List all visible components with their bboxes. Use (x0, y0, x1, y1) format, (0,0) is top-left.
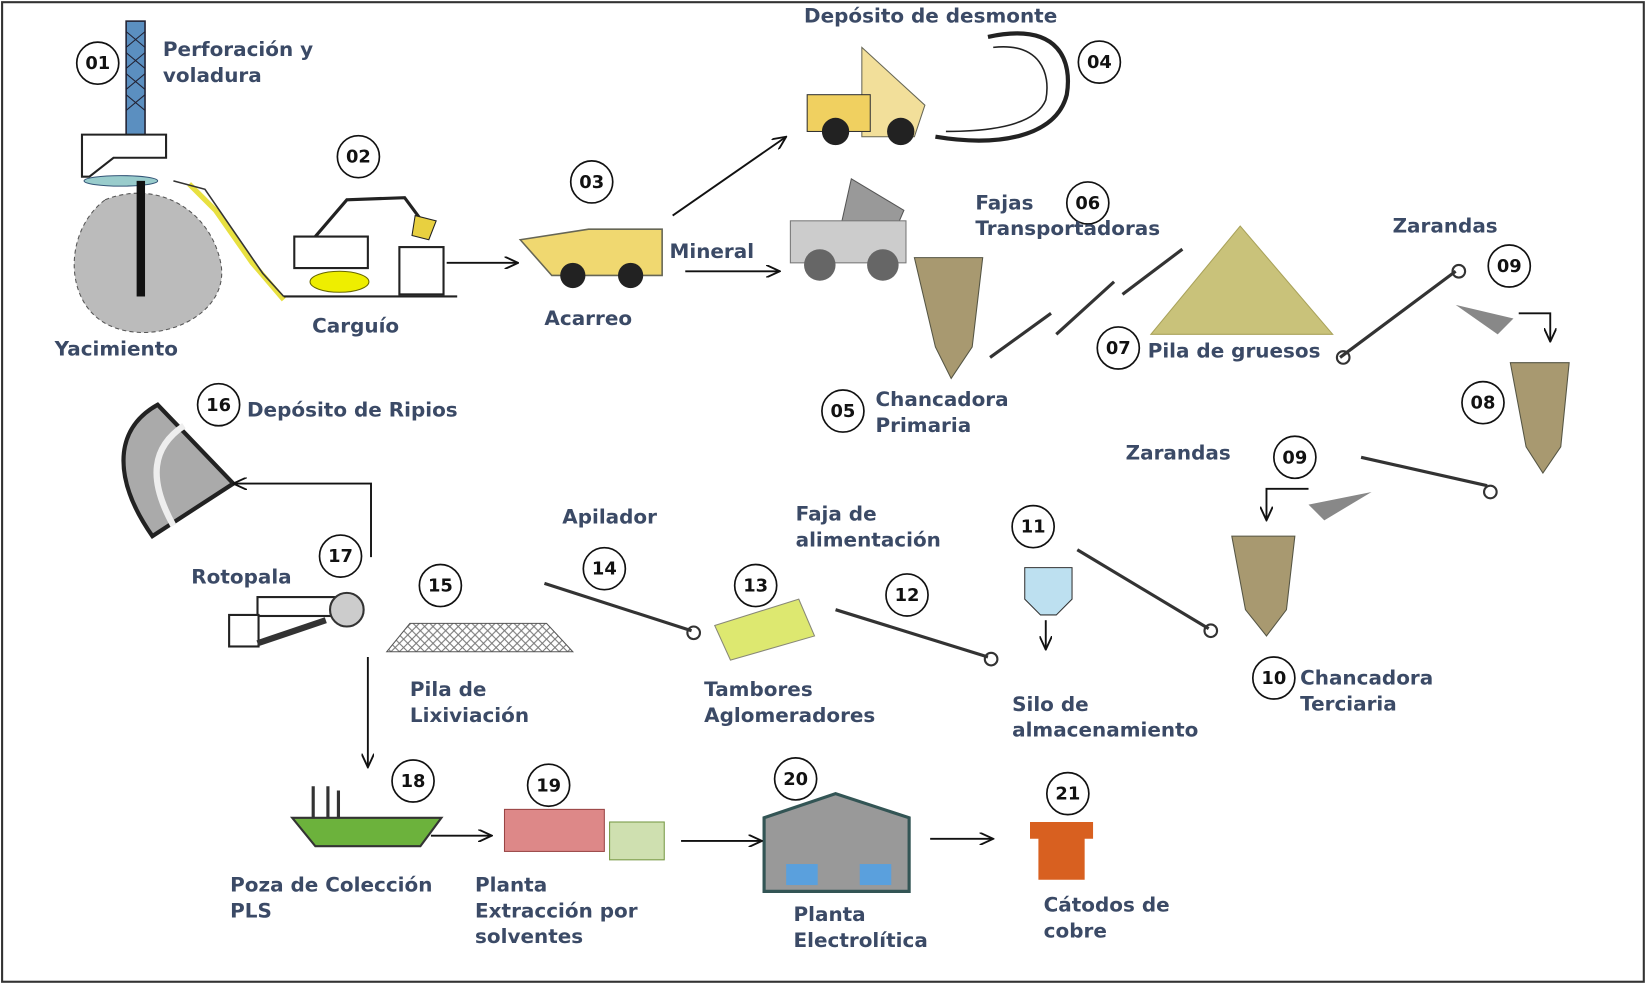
node-label: voladura (163, 63, 262, 87)
node-number: 05 (830, 401, 855, 422)
node-label: Lixiviación (410, 703, 529, 727)
node-circle (885, 573, 929, 617)
node-label: Extracción por (475, 898, 638, 922)
node-label: Perforación y (163, 37, 313, 61)
node-circle (1045, 771, 1090, 816)
node-number: 11 (1021, 517, 1046, 538)
node-label: Pila de gruesos (1148, 339, 1321, 363)
node-circle (526, 763, 571, 808)
node-circle (1461, 380, 1505, 425)
node-label: Chancadora (876, 387, 1009, 411)
node-label: Rotopala (191, 565, 291, 589)
node-label: Depósito de desmonte (804, 3, 1057, 27)
node-label: Pila de (410, 677, 487, 701)
node-number: 09 (1282, 447, 1307, 468)
node-label: Fajas (975, 190, 1033, 214)
node-label: solventes (475, 924, 583, 948)
node-number: 06 (1075, 193, 1100, 214)
node-label: Planta (794, 902, 866, 926)
node-circle (733, 563, 778, 608)
node-label: Depósito de Ripios (247, 398, 458, 422)
node-number: 03 (579, 172, 604, 193)
node-label: Planta (475, 873, 547, 897)
node-label: Electrolítica (794, 928, 928, 952)
node-label: Zarandas (1126, 441, 1231, 465)
label: Yacimiento (54, 337, 178, 361)
node-number: 17 (328, 546, 353, 567)
node-label: Poza de Colección (230, 873, 432, 897)
node-number: 08 (1471, 393, 1496, 414)
node-circle (773, 757, 818, 801)
node-label: Tambores (704, 677, 813, 701)
node-label: Acarreo (544, 306, 632, 330)
node-label: Carguío (312, 313, 399, 337)
node-circle (1487, 244, 1532, 288)
node-circle (1272, 435, 1317, 480)
node-number: 20 (783, 769, 808, 790)
node-number: 19 (536, 775, 561, 796)
node-circle (1096, 326, 1141, 370)
node-circle (418, 563, 463, 608)
node-circle (1077, 40, 1122, 84)
node-number: 18 (401, 771, 426, 792)
node-number: 12 (895, 585, 920, 606)
node-number: 02 (346, 147, 371, 168)
node-circle (569, 160, 614, 204)
node-circle (821, 389, 865, 433)
node-label: Apilador (562, 505, 657, 529)
label: Mineral (670, 239, 755, 263)
node-circle (318, 534, 363, 578)
node-number: 01 (85, 53, 110, 74)
node-circle (391, 759, 435, 803)
node-label: Zarandas (1393, 214, 1498, 238)
node-number: 21 (1055, 784, 1080, 805)
node-circle (1011, 504, 1056, 549)
illustrations (73, 20, 1570, 893)
node-circle (75, 41, 120, 86)
node-circle (582, 546, 627, 591)
node-circle (196, 382, 241, 427)
node-number: 04 (1087, 52, 1112, 73)
node-circle (336, 134, 381, 179)
node-label: Terciaria (1300, 691, 1397, 715)
node-number: 16 (206, 395, 231, 416)
node-label: alimentación (796, 527, 941, 551)
node-number: 07 (1106, 338, 1131, 359)
node-label: Primaria (876, 413, 972, 437)
node-label: PLS (230, 898, 272, 922)
node-label: cobre (1044, 918, 1107, 942)
node-number: 13 (743, 576, 768, 597)
node-label: Cátodos de (1044, 893, 1170, 917)
node-label: Chancadora (1300, 666, 1433, 690)
node-number: 15 (428, 576, 453, 597)
node-label: Aglomeradores (704, 703, 875, 727)
node-number: 09 (1497, 256, 1522, 277)
node-number: 14 (592, 559, 617, 580)
node-circle (1065, 181, 1110, 225)
node-label: Faja de (796, 502, 877, 526)
node-label: Silo de (1012, 692, 1089, 716)
node-circle (1251, 656, 1296, 700)
node-label: almacenamiento (1012, 718, 1198, 742)
node-label: Transportadoras (975, 216, 1160, 240)
node-number: 10 (1261, 668, 1286, 689)
